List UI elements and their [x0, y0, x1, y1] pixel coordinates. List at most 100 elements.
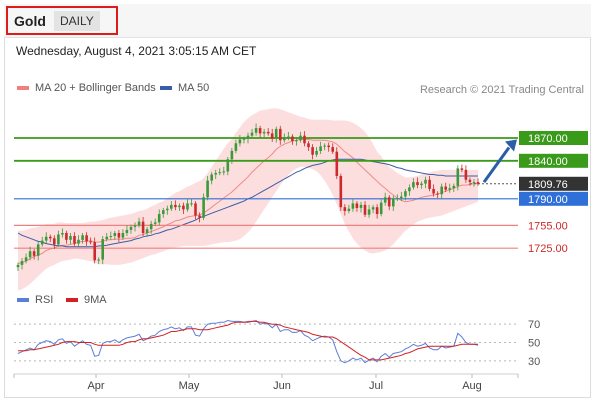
rsi-tick-label: 50 — [528, 338, 540, 350]
candle-body — [198, 215, 201, 218]
candle-body — [371, 207, 375, 210]
candle-body — [424, 179, 427, 184]
candle-body — [323, 145, 326, 147]
candle-body — [476, 182, 480, 184]
candle-body — [387, 197, 391, 207]
candle-body — [359, 204, 363, 208]
candle-body — [392, 198, 395, 207]
candle-body — [472, 182, 476, 184]
candle-body — [234, 143, 238, 151]
candle-body — [73, 236, 76, 244]
candle-body — [420, 183, 423, 186]
candle-body — [311, 147, 314, 155]
candle-body — [28, 251, 32, 258]
candle-body — [432, 188, 435, 194]
candle-body — [93, 242, 96, 261]
candle-body — [428, 179, 431, 189]
candle-body — [145, 229, 149, 233]
candle-body — [230, 150, 234, 160]
candle-body — [77, 239, 80, 244]
candle-body — [49, 236, 52, 239]
candle-body — [162, 210, 165, 214]
x-tick-label: Jul — [369, 380, 383, 392]
credit-text: Research © 2021 Trading Central — [420, 84, 584, 96]
candle-body — [61, 233, 64, 235]
candle-body — [303, 135, 306, 144]
symbol-highlight-box — [6, 6, 118, 35]
candle-body — [226, 159, 230, 172]
candle-body — [186, 203, 189, 210]
candle-body — [274, 128, 278, 139]
rsi-ma9-line — [18, 320, 478, 361]
rsi-line — [17, 319, 479, 364]
candle-body — [40, 240, 44, 245]
level-label-3: 1790.00 — [528, 194, 568, 206]
candle-body — [468, 179, 472, 183]
symbol-name: Gold — [14, 13, 46, 29]
candle-body — [149, 223, 153, 230]
candle-body — [202, 197, 205, 218]
candle-body — [222, 171, 226, 173]
level-label-1: 1840.00 — [528, 156, 568, 168]
candle-body — [266, 131, 270, 134]
candle-body — [69, 236, 72, 240]
candle-body — [262, 131, 266, 134]
candle-body — [250, 132, 254, 136]
chart-legend: MA 20 + Bollinger Bands MA 50 Research © 2… — [17, 82, 584, 306]
candle-body — [129, 226, 133, 230]
candle-body — [36, 244, 40, 256]
level-label-bg-1 — [519, 153, 588, 168]
candles — [16, 123, 480, 271]
x-tick-label: May — [179, 380, 200, 392]
price-levels — [14, 137, 518, 249]
candle-body — [218, 172, 222, 174]
legend-rsi-label: RSI — [35, 294, 53, 306]
forecast-arrow — [482, 139, 517, 183]
candle-body — [452, 185, 456, 189]
candle-body — [400, 196, 403, 198]
rsi-tick-label: 70 — [528, 319, 540, 331]
candle-body — [315, 150, 318, 155]
x-tick-label: Jun — [273, 380, 291, 392]
candle-body — [375, 207, 379, 214]
x-tick-label: Aug — [462, 380, 482, 392]
candle-body — [339, 176, 343, 208]
arrow-shaft — [482, 146, 511, 183]
candle-body — [20, 261, 24, 265]
candle-body — [456, 168, 460, 186]
candle-body — [125, 230, 129, 233]
legend-9ma-swatch — [66, 298, 78, 302]
candle-body — [448, 188, 452, 190]
candle-body — [408, 187, 411, 192]
level-label-2: 1809.76 — [528, 179, 568, 191]
candle-body — [194, 203, 197, 216]
rsi-tick-label: 30 — [528, 356, 540, 368]
candle-body — [53, 238, 56, 245]
candle-body — [16, 264, 20, 268]
candle-body — [133, 225, 137, 227]
candle-body — [383, 197, 387, 203]
arrow-head — [505, 139, 517, 152]
candle-body — [101, 239, 104, 260]
candle-body — [32, 251, 36, 256]
candle-body — [270, 133, 274, 139]
timeframe-tab[interactable]: DAILY — [54, 11, 100, 31]
candle-body — [85, 235, 88, 242]
rsi-panel: 30 50 70 — [17, 319, 540, 368]
candle-body — [97, 259, 100, 261]
candle-body — [363, 204, 367, 215]
legend-rsi-swatch — [17, 298, 29, 302]
candle-body — [299, 135, 302, 141]
candle-body — [210, 174, 213, 181]
candle-body — [335, 151, 339, 176]
candle-body — [113, 233, 117, 236]
candle-body — [44, 236, 48, 241]
candle-body — [121, 233, 125, 238]
candle-body — [166, 208, 169, 211]
candle-body — [141, 221, 145, 233]
header-bar — [4, 4, 591, 38]
candle-body — [331, 147, 334, 152]
candle-body — [355, 203, 359, 208]
chart-datetime: Wednesday, August 4, 2021 3:05:15 AM CET — [16, 44, 257, 58]
